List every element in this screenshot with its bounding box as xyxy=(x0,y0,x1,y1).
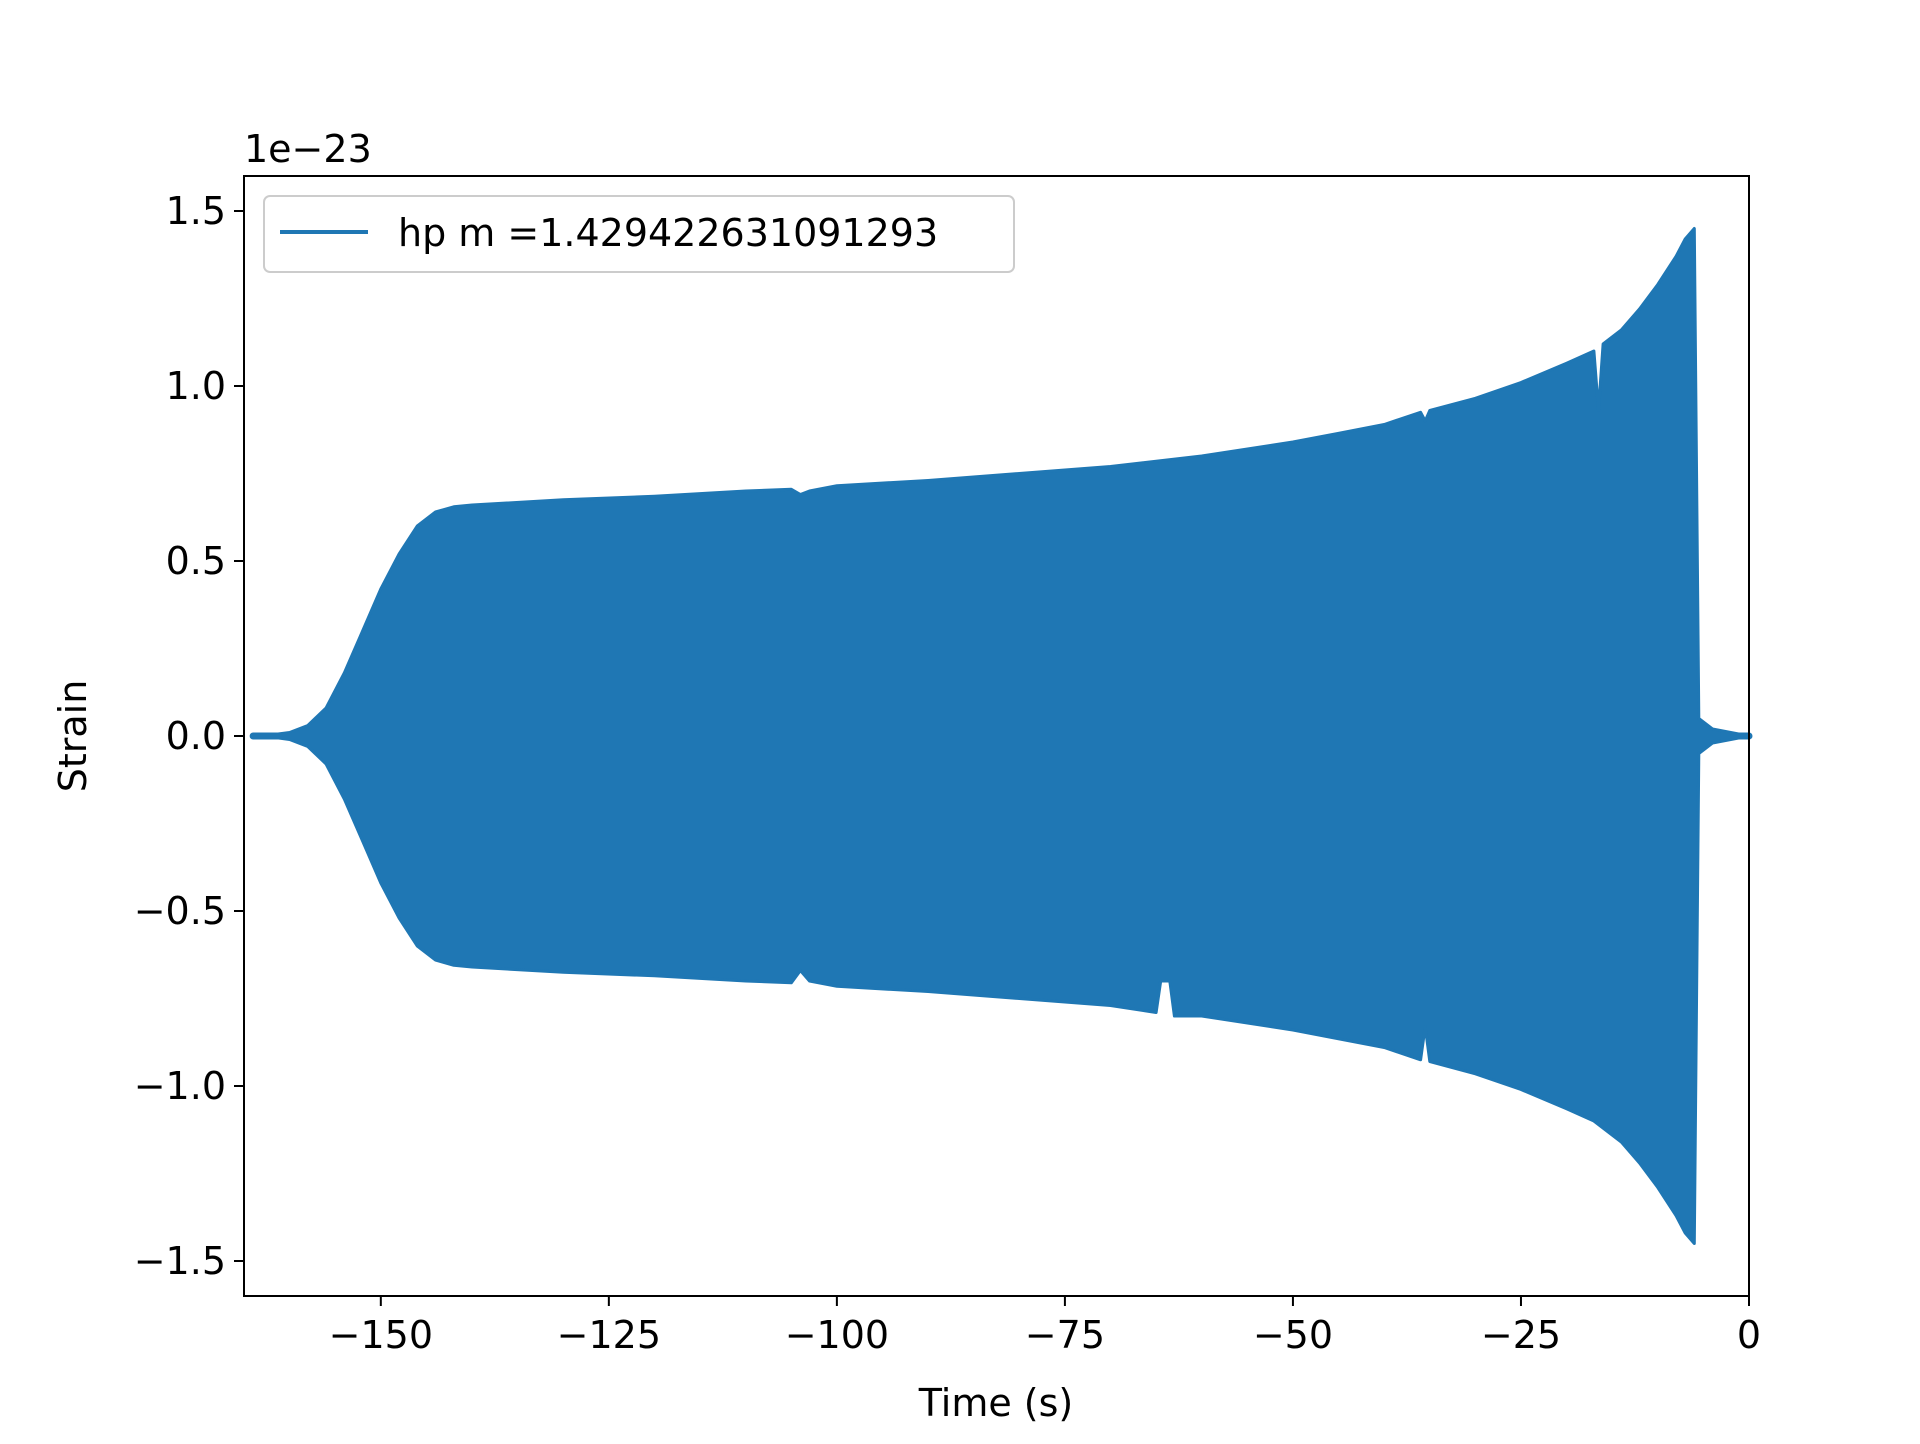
x-axis-label: Time (s) xyxy=(918,1381,1074,1425)
y-tick-label: 0.0 xyxy=(166,714,226,758)
x-tick-label: −50 xyxy=(1253,1313,1333,1357)
x-tick-label: −75 xyxy=(1025,1313,1105,1357)
series-layer xyxy=(249,227,1753,1245)
y-tick-label: 0.5 xyxy=(166,539,226,583)
y-tick-label: −1.0 xyxy=(134,1064,226,1108)
legend-label: hp m =1.429422631091293 xyxy=(398,211,938,255)
y-tick-label: 1.0 xyxy=(166,364,226,408)
legend-box xyxy=(263,195,1015,273)
y-tick-label: 1.5 xyxy=(166,189,226,233)
y-offset-label: 1e−23 xyxy=(244,127,372,171)
x-tick-label: −150 xyxy=(329,1313,433,1357)
y-axis-label: Strain xyxy=(51,680,95,793)
x-tick-label: −125 xyxy=(557,1313,661,1357)
x-tick-label: 0 xyxy=(1737,1313,1761,1357)
legend: hp m =1.429422631091293 xyxy=(263,195,1015,273)
x-tick-label: −25 xyxy=(1481,1313,1561,1357)
y-tick-label: −1.5 xyxy=(134,1239,226,1283)
y-ticks: 1.5 1.0 0.5 0.0 −0.5 −1.0 −1.5 xyxy=(134,189,244,1283)
x-tick-label: −100 xyxy=(785,1313,889,1357)
y-tick-label: −0.5 xyxy=(134,889,226,933)
x-ticks: −150 −125 −100 −75 −50 −25 0 xyxy=(329,1296,1761,1357)
